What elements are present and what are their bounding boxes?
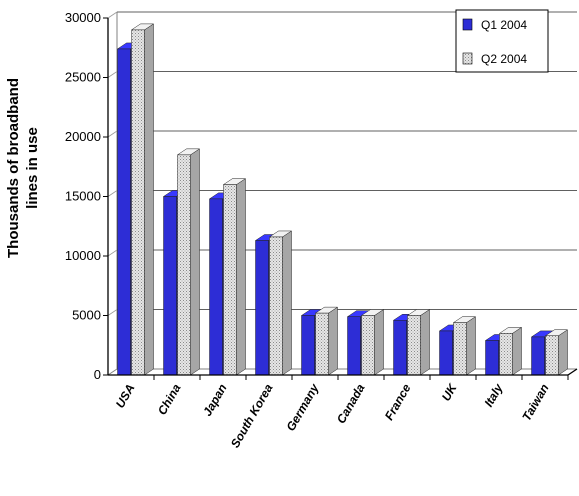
bar-front: [393, 320, 407, 376]
bar-side: [512, 326, 522, 376]
legend-swatch-q2: [462, 52, 473, 65]
bar-front: [117, 48, 131, 376]
y-axis-label-line-2: lines in use: [24, 127, 41, 209]
bar: [130, 23, 155, 376]
bar-front: [545, 335, 559, 376]
y-axis-ticks: 0 5000 10000 15000 20000 25000 30000: [65, 10, 108, 382]
bar-front: [531, 336, 545, 376]
legend: Q1 2004 Q2 2004: [455, 9, 549, 73]
gridline-depth: [107, 309, 118, 316]
bar-side: [558, 329, 568, 376]
bar-side: [190, 148, 200, 376]
y-tick-label: 5000: [72, 308, 101, 323]
bar: [176, 148, 201, 376]
y-axis-label-line-1: Thousands of broadband: [5, 78, 22, 258]
bar-front: [439, 330, 453, 376]
bar-group-china: [162, 148, 201, 376]
bar-front: [407, 315, 421, 376]
bar-front: [347, 316, 361, 376]
bar-group-japan: [208, 178, 247, 376]
bar-group-canada: [346, 309, 385, 376]
x-tick-label: Italy: [481, 380, 506, 409]
bar-side: [328, 306, 338, 376]
bar-side: [420, 309, 430, 376]
y-tick-label: 20000: [65, 129, 101, 144]
bar-front: [177, 154, 191, 376]
bars: [116, 23, 569, 376]
bar-front: [485, 340, 499, 376]
bar-side: [282, 230, 292, 376]
bar: [406, 309, 431, 376]
legend-label-q2: Q2 2004: [481, 52, 527, 66]
x-tick-label: China: [155, 381, 184, 417]
legend-label-q1: Q1 2004: [481, 18, 527, 32]
x-tick-label: Canada: [334, 381, 368, 426]
y-tick-label: 0: [94, 367, 101, 382]
x-tick-label: Japan: [200, 382, 229, 419]
bar: [452, 316, 477, 376]
bar: [222, 178, 247, 376]
bar-group-germany: [300, 306, 339, 376]
bar-front: [209, 198, 223, 376]
bar-front: [499, 333, 513, 376]
y-tick-label: 30000: [65, 10, 101, 25]
bar-group-usa: [116, 23, 155, 376]
x-tick-label: France: [382, 381, 414, 422]
bar: [498, 326, 523, 376]
bar-group-italy: [484, 326, 523, 376]
bar-side: [236, 178, 246, 376]
gridline-depth: [107, 190, 118, 197]
bar: [268, 230, 293, 376]
bar-front: [223, 184, 237, 376]
bar: [360, 309, 385, 376]
gridline-depth: [107, 71, 118, 78]
gridline-depth: [107, 249, 118, 257]
bar-group-taiwan: [530, 329, 569, 376]
bar-side: [466, 316, 476, 376]
gridline-depth: [107, 130, 118, 138]
x-tick-label: USA: [113, 382, 138, 411]
legend-swatch-q1: [462, 18, 473, 31]
y-tick-label: 15000: [65, 189, 101, 204]
y-tick-label: 10000: [65, 248, 101, 263]
bar-front: [163, 196, 177, 376]
x-tick-label: UK: [439, 380, 460, 403]
x-tick-label: Germany: [283, 380, 322, 433]
bar-side: [374, 309, 384, 376]
bar-side: [144, 23, 154, 376]
bar-front: [301, 315, 315, 376]
bar-group-south-korea: [254, 230, 293, 376]
y-tick-label: 25000: [65, 70, 101, 85]
x-axis-depth-line: [567, 368, 578, 376]
x-tick-label: Taiwan: [519, 382, 551, 424]
y-axis-label: Thousands of broadband lines in use: [5, 78, 41, 258]
bar-front: [255, 240, 269, 376]
x-tick-label: South Korea: [228, 381, 276, 450]
bar-group-france: [392, 309, 431, 376]
plot-floor-depth-edge: [107, 368, 118, 376]
bar-front: [131, 29, 145, 376]
bar-front: [269, 236, 283, 376]
bar: [314, 306, 339, 376]
bar: [544, 329, 569, 376]
gridline-depth: [107, 11, 118, 19]
bar-front: [315, 312, 329, 376]
bar-front: [453, 322, 467, 376]
bar-front: [361, 315, 375, 376]
bar-group-uk: [438, 316, 477, 376]
